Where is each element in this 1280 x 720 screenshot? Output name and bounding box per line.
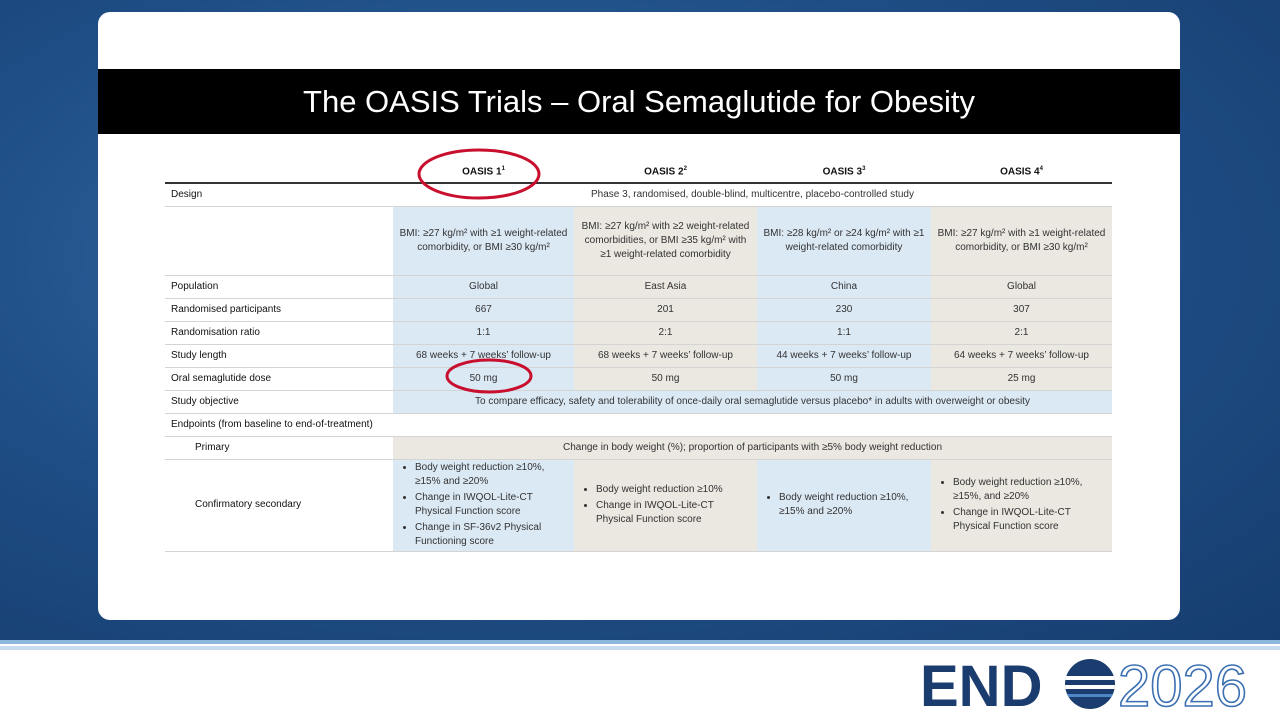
row-label: Study length	[165, 344, 393, 368]
cell: Body weight reduction ≥10%, ≥15% and ≥20…	[393, 459, 574, 552]
column-name: OASIS 2	[644, 166, 684, 178]
merged-cell: Change in body weight (%); proportion of…	[393, 436, 1112, 460]
column-name: OASIS 4	[1000, 166, 1040, 178]
cell: 50 mg	[757, 367, 931, 391]
table-row: Design Phase 3, randomised, double-blind,…	[165, 183, 1112, 207]
logo: END 2026	[920, 653, 1248, 718]
row-label: Randomisation ratio	[165, 321, 393, 345]
table-row: Endpoints (from baseline to end-of-treat…	[165, 413, 1112, 437]
cell: 1:1	[393, 321, 574, 345]
cell: 25 mg	[931, 367, 1112, 391]
cell: BMI: ≥28 kg/m² or ≥24 kg/m² with ≥1 weig…	[757, 206, 931, 276]
row-label: Design	[165, 183, 393, 207]
cell: 44 weeks + 7 weeks’ follow-up	[757, 344, 931, 368]
bullet-list: Body weight reduction ≥10% Change in IWQO…	[580, 483, 751, 527]
bullet-item: Change in SF-36v2 Physical Functioning s…	[415, 521, 568, 549]
cell: China	[757, 275, 931, 299]
bullet-list: Body weight reduction ≥10%, ≥15%, and ≥2…	[937, 476, 1106, 534]
cell: BMI: ≥27 kg/m² with ≥2 weight-related co…	[574, 206, 757, 276]
stripe	[0, 646, 1280, 650]
cell: East Asia	[574, 275, 757, 299]
cell: 64 weeks + 7 weeks’ follow-up	[931, 344, 1112, 368]
bullet-item: Body weight reduction ≥10%, ≥15% and ≥20…	[779, 491, 925, 519]
cell: 68 weeks + 7 weeks’ follow-up	[393, 344, 574, 368]
header-row: OASIS 11 OASIS 22 OASIS 33 OASIS 44	[165, 160, 1112, 184]
bullet-item: Body weight reduction ≥10%	[596, 483, 751, 497]
column-ref: 1	[501, 166, 505, 173]
row-label: Confirmatory secondary	[165, 459, 393, 552]
bullet-list: Body weight reduction ≥10%, ≥15% and ≥20…	[399, 461, 568, 549]
cell: 667	[393, 298, 574, 322]
table-row: Randomisation ratio 1:1 2:1 1:1 2:1	[165, 321, 1112, 345]
column-ref: 4	[1039, 166, 1043, 173]
column-header: OASIS 44	[931, 160, 1112, 184]
row-label	[165, 206, 393, 276]
column-header: OASIS 22	[574, 160, 757, 184]
table-row: Study length 68 weeks + 7 weeks’ follow-u…	[165, 344, 1112, 368]
cell: Global	[393, 275, 574, 299]
cell: 201	[574, 298, 757, 322]
table-row: Study objective To compare efficacy, safe…	[165, 390, 1112, 414]
row-label: Randomised participants	[165, 298, 393, 322]
column-ref: 3	[862, 166, 866, 173]
stripe	[0, 640, 1280, 644]
cell: BMI: ≥27 kg/m² with ≥1 weight-related co…	[931, 206, 1112, 276]
cell: 2:1	[574, 321, 757, 345]
table-row: Confirmatory secondary Body weight reduct…	[165, 459, 1112, 552]
cell: Body weight reduction ≥10% Change in IWQO…	[574, 459, 757, 552]
row-label: Primary	[165, 436, 393, 460]
table-row: Randomised participants 667 201 230 307	[165, 298, 1112, 322]
cell: 230	[757, 298, 931, 322]
column-ref: 2	[683, 166, 687, 173]
bullet-list: Body weight reduction ≥10%, ≥15% and ≥20…	[763, 491, 925, 519]
row-label: Population	[165, 275, 393, 299]
merged-cell: Phase 3, randomised, double-blind, multi…	[393, 183, 1112, 207]
logo-mark	[1065, 659, 1115, 709]
cell: Global	[931, 275, 1112, 299]
cell: BMI: ≥27 kg/m² with ≥1 weight-related co…	[393, 206, 574, 276]
cell: 68 weeks + 7 weeks’ follow-up	[574, 344, 757, 368]
table-row: Population Global East Asia China Global	[165, 275, 1112, 299]
table-row: BMI: ≥27 kg/m² with ≥1 weight-related co…	[165, 206, 1112, 276]
row-label: Oral semaglutide dose	[165, 367, 393, 391]
cell: 2:1	[931, 321, 1112, 345]
row-label: Endpoints (from baseline to end-of-treat…	[165, 413, 1112, 437]
table-row: Primary Change in body weight (%); propor…	[165, 436, 1112, 460]
merged-cell: To compare efficacy, safety and tolerabi…	[393, 390, 1112, 414]
bullet-item: Change in IWQOL-Lite-CT Physical Functio…	[596, 499, 751, 527]
highlight-circle	[417, 148, 541, 200]
slide-title: The OASIS Trials – Oral Semaglutide for …	[98, 69, 1180, 134]
cell: Body weight reduction ≥10%, ≥15% and ≥20…	[757, 459, 931, 552]
bullet-item: Change in IWQOL-Lite-CT Physical Functio…	[415, 491, 568, 519]
bullet-item: Change in IWQOL-Lite-CT Physical Functio…	[953, 506, 1106, 534]
column-name: OASIS 3	[822, 166, 863, 178]
header-cell	[165, 160, 393, 184]
column-header: OASIS 33	[757, 160, 931, 184]
cell: 1:1	[757, 321, 931, 345]
cell: 50 mg	[574, 367, 757, 391]
logo-text: END	[920, 654, 1042, 718]
highlight-circle	[445, 358, 533, 394]
cell: 307	[931, 298, 1112, 322]
logo-text: 2026	[1118, 654, 1247, 718]
column-name: OASIS 1	[462, 166, 502, 178]
row-label: Study objective	[165, 390, 393, 414]
bullet-item: Body weight reduction ≥10%, ≥15% and ≥20…	[415, 461, 568, 489]
cell: Body weight reduction ≥10%, ≥15%, and ≥2…	[931, 459, 1112, 552]
bullet-item: Body weight reduction ≥10%, ≥15%, and ≥2…	[953, 476, 1106, 504]
